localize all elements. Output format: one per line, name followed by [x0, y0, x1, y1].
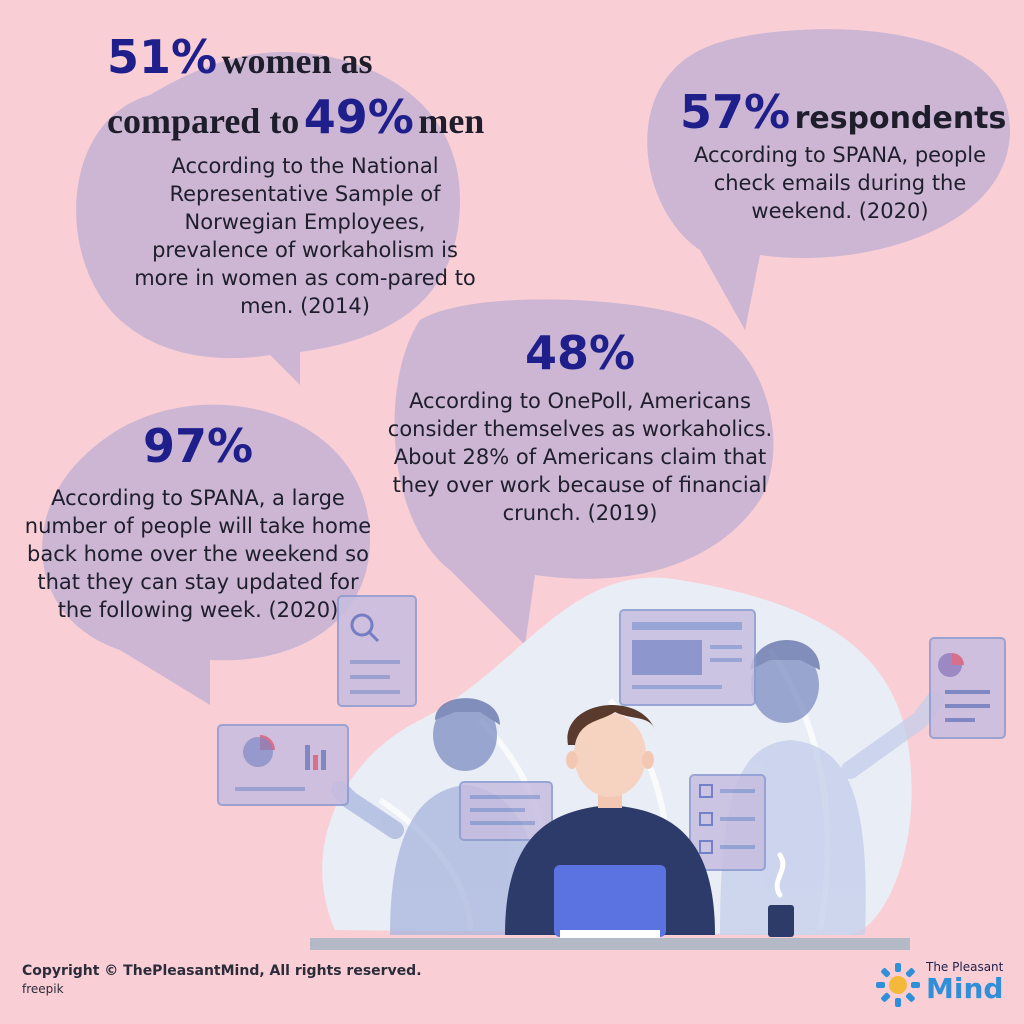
- brand-logo: The Pleasant Mind: [878, 958, 1018, 1008]
- stat-workaholic-americans: 48% According to OnePoll, Americans cons…: [380, 325, 780, 527]
- speech-bubble-1: [76, 51, 461, 386]
- stat1-headline-line2: compared to 49% men: [107, 90, 484, 144]
- stat-email-weekend: 57% respondents According to SPANA, peop…: [680, 85, 1006, 225]
- stat2-label: respondents: [794, 101, 1007, 136]
- stat1-description: According to the National Representative…: [134, 154, 476, 318]
- credit-text: freepik: [22, 982, 64, 996]
- stat2-description: According to SPANA, people check emails …: [693, 143, 987, 223]
- text-panel: [459, 781, 553, 841]
- stat1-text-c: men: [418, 101, 485, 141]
- desk: [310, 938, 910, 950]
- coffee-mug: [768, 852, 794, 937]
- monitor-panel: [619, 609, 756, 706]
- speech-bubble-4: [42, 404, 370, 705]
- brand-logo-icon: [876, 963, 920, 1007]
- stat2-headline: 57% respondents: [680, 85, 1006, 139]
- speech-bubble-2: [647, 29, 1010, 331]
- stat1-text-b: compared to: [107, 101, 300, 141]
- stat1-women-percent: 51%: [107, 30, 218, 84]
- speech-bubble-3: [394, 299, 774, 645]
- stat2-percent: 57%: [680, 85, 791, 139]
- laptop: [554, 865, 666, 938]
- stat-work-home-weekend: 97% According to SPANA, a large number o…: [18, 418, 378, 624]
- stat3-percent: 48%: [524, 326, 636, 380]
- stat4-percent: 97%: [142, 419, 254, 473]
- brand-line1: The Pleasant: [926, 960, 1004, 974]
- checklist-panel: [689, 774, 766, 871]
- stat3-description: According to OnePoll, Americans consider…: [387, 389, 773, 525]
- stat1-text-a: women as: [221, 41, 373, 81]
- stat1-headline-line1: 51% women as: [107, 30, 373, 84]
- search-panel: [337, 595, 417, 707]
- doc-panel: [929, 637, 1006, 739]
- brand-line2: Mind: [926, 972, 1004, 1005]
- stat1-men-percent: 49%: [303, 90, 414, 144]
- stat4-description: According to SPANA, a large number of pe…: [24, 486, 372, 622]
- copyright-text: Copyright © ThePleasantMind, All rights …: [22, 963, 422, 979]
- chart-panel: [217, 724, 349, 806]
